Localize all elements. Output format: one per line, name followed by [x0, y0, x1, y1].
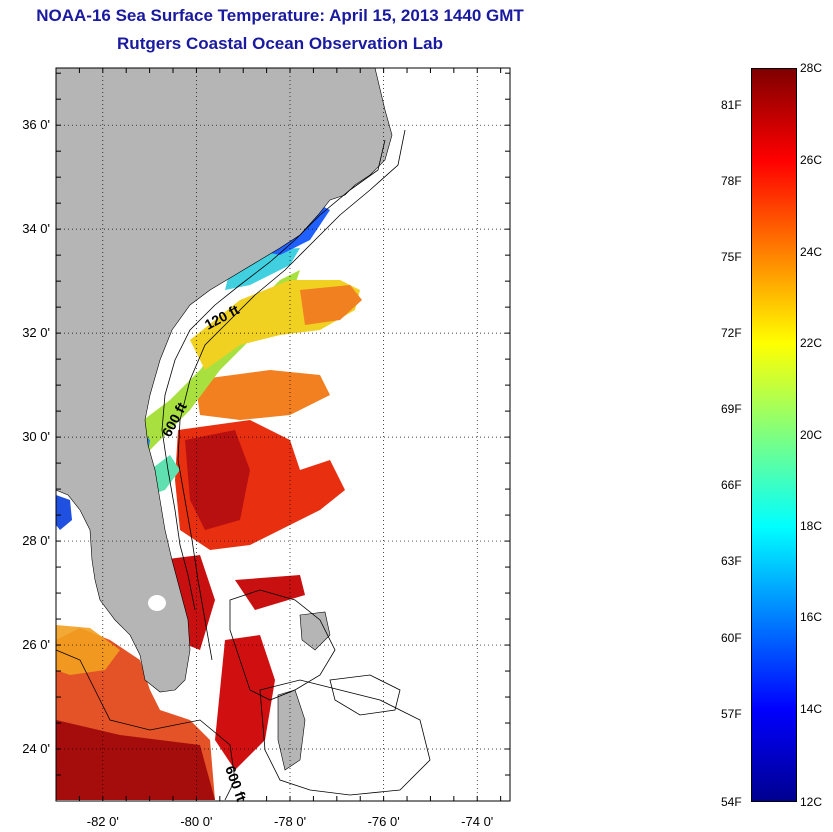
- axis-ticks: -82 0' -80 0' -78 0' -76 0' -74 0' 24 0' 26 0'…: [22, 68, 510, 829]
- sst-patch-shelf-cyan: [225, 248, 300, 290]
- lon-tick-label: -74 0': [461, 814, 493, 829]
- lon-tick-label: -76 0': [368, 814, 400, 829]
- colorbar: [751, 68, 797, 802]
- map-subtitle: Rutgers Coastal Ocean Observation Lab: [117, 34, 443, 53]
- colorbar-fahrenheit-label: 66F: [721, 478, 742, 493]
- colorbar-fahrenheit-label: 63F: [721, 554, 742, 569]
- bathymetry-contours: [55, 129, 431, 801]
- sst-patch-gulfstream-core: [185, 430, 250, 530]
- colorbar-celsius-label: 12C: [800, 795, 823, 809]
- colorbar-fahrenheit-label: 81F: [721, 97, 742, 112]
- sst-patch-west-blue: [56, 495, 72, 530]
- lat-tick-label: 24 0': [22, 741, 50, 756]
- contour-gulf: [55, 649, 236, 801]
- sst-patch-central: [195, 370, 330, 420]
- colorbar-fahrenheit-label: 75F: [721, 249, 742, 264]
- colorbar-fahrenheit-label: 72F: [721, 325, 742, 340]
- map-frame: [55, 67, 511, 802]
- lat-tick-label: 30 0': [22, 429, 50, 444]
- sst-patch-gulf-north: [56, 625, 120, 675]
- contour-600ft: [177, 129, 406, 661]
- land-grand-bahama: [299, 611, 331, 651]
- sst-patch-gulf-south: [56, 720, 215, 800]
- sst-patch-shelf-orange: [300, 285, 362, 325]
- lake-okeechobee: [148, 595, 166, 611]
- colorbar-celsius-label: 16C: [800, 610, 823, 625]
- colorbar-fahrenheit-label: 78F: [721, 173, 742, 188]
- sst-patch-bahamas: [215, 635, 275, 770]
- colorbar-celsius-label: 28C: [800, 61, 823, 75]
- lat-tick-label: 32 0': [22, 325, 50, 340]
- lon-tick-label: -82 0': [87, 814, 119, 829]
- lat-tick-label: 26 0': [22, 637, 50, 652]
- lon-tick-label: -80 0': [180, 814, 212, 829]
- colorbar-celsius-label: 18C: [800, 518, 823, 533]
- colorbar-celsius-label: 26C: [800, 153, 823, 168]
- lat-tick-label: 28 0': [22, 533, 50, 548]
- colorbar-gradient: [752, 69, 796, 801]
- colorbar-fahrenheit-label: 54F: [721, 795, 742, 809]
- contour-bahamas-1: [229, 589, 336, 701]
- contour-bahamas-2: [259, 679, 431, 796]
- colorbar-celsius-label: 22C: [800, 336, 823, 351]
- lat-tick-label: 34 0': [22, 221, 50, 236]
- map-title: NOAA-16 Sea Surface Temperature: April 1…: [36, 6, 524, 25]
- colorbar-fahrenheit-label: 69F: [721, 402, 742, 417]
- colorbar-fahrenheit-label: 57F: [721, 706, 742, 721]
- map-plot-area: 120 ft 600 ft 600 ft: [55, 67, 510, 804]
- colorbar-celsius-label: 24C: [800, 244, 823, 259]
- colorbar-celsius-label: 20C: [800, 427, 823, 442]
- lon-tick-label: -78 0': [274, 814, 306, 829]
- colorbar-fahrenheit-label: 60F: [721, 630, 742, 645]
- land-us-southeast: [55, 67, 393, 693]
- contour-120ft: [161, 139, 386, 611]
- colorbar-celsius-label: 14C: [800, 701, 823, 716]
- lat-tick-label: 36 0': [22, 117, 50, 132]
- contour-bahamas-3: [329, 674, 401, 716]
